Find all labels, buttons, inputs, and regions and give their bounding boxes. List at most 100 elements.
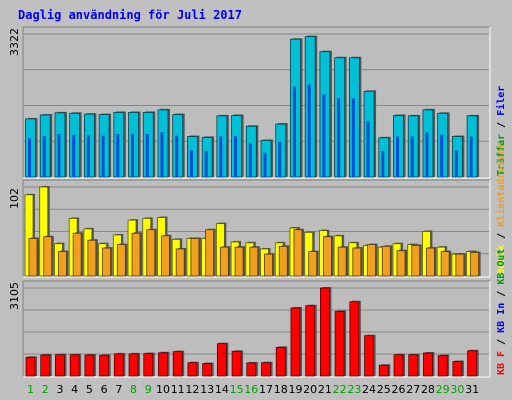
bar-hits-filer-day-30 [454,150,458,177]
bar-hits-filer-day-31 [469,136,473,177]
bar-sites-klientadresser-day-8 [131,232,143,277]
bar-kbytes-kbf-day-13-body [202,363,213,377]
bar-hits-trffar-day-29 [437,112,450,178]
bar-hits-filer-day-1 [28,138,31,177]
panel-hits-ymax-label: 3322 [8,28,21,56]
bar-sites-klientadresser-day-24-body [367,244,376,277]
bar-kbytes-kbf-day-25 [378,364,391,377]
bar-kbytes-kbf-day-4 [69,353,82,377]
bar-sites-klientadresser-day-12-body [190,238,200,277]
bar-kbytes-kbf-day-24-body [364,335,374,377]
bar-kbytes-kbf-day-8-body [128,353,139,377]
bar-kbytes-kbf-day-21 [319,287,332,377]
bar-kbytes-kbf-day-3-body [55,354,65,377]
day-axis-labels: 1 2 3 4 5 6 7 8 9 10 11 12 13 14 15 16 17 18 19 20 21 22 23 24 2… [27,383,479,396]
legend-item: / [496,227,507,245]
bar-sites-klientadresser-day-19 [293,228,304,277]
legend-item: Klientadresser [495,143,507,227]
bar-sites-klientadresser-day-26-body [396,250,406,277]
bar-sites-klientadresser-day-21-body [322,236,332,277]
bar-sites-klientadresser-day-9-body [146,229,156,277]
bar-hits-filer-day-28 [425,132,429,177]
day-label-29: 29 [436,383,450,396]
bar-sites-klientadresser-day-31 [470,251,481,277]
bar-kbytes-kbf-day-18-body [275,346,286,377]
legend-item: / [496,285,507,303]
day-label-22: 22 [333,383,347,396]
bar-kbytes-kbf-day-14-body [216,343,227,377]
day-label-28: 28 [421,383,435,396]
bar-hits-trffar-day-21 [319,50,332,178]
bar-hits-trffar-day-22 [334,56,347,178]
bar-sites-klientadresser-day-10 [161,234,172,277]
day-label-15: 15 [230,383,244,396]
bar-sites-klientadresser-day-16-body [249,246,259,277]
legend-item: KB In [496,303,507,333]
bar-hits-trffar-day-5 [83,113,97,178]
bar-kbytes-kbf-day-21-body [319,287,330,377]
bar-hits-filer-day-18 [278,141,282,177]
bar-hits-trffar-day-28 [422,108,435,178]
bar-sites-klientadresser-day-20 [308,250,319,277]
legend-item: / [496,116,507,134]
bar-sites-klientadresser-day-27 [411,244,422,277]
bar-hits-trffar-day-12 [187,135,200,178]
bar-sites-klientadresser-day-18-body [278,245,288,277]
bar-sites-klientadresser-day-2 [43,235,54,277]
bar-kbytes-kbf-day-1 [25,356,37,377]
bar-sites-klientadresser-day-28-body [426,247,435,277]
bar-hits-filer-day-7 [116,133,120,177]
bar-kbytes-kbf-day-29-body [437,355,448,377]
bar-hits-trffar-day-27 [407,114,421,178]
bar-kbytes-kbf-day-11-body [172,351,183,377]
bar-hits-filer-day-14 [219,136,223,177]
bar-kbytes-kbf-day-24 [364,334,376,377]
day-label-8: 8 [130,383,137,396]
day-label-20: 20 [303,383,317,396]
bar-sites-klientadresser-day-8-body [131,232,141,277]
bar-sites-klientadresser-day-19-body [293,229,303,277]
bar-hits-trffar-day-19 [290,38,303,178]
bar-sites-klientadresser-day-16 [249,246,260,277]
bar-hits-filer-day-25 [381,151,385,177]
legend-item: KB Out [496,249,507,285]
bar-hits-filer-day-11 [175,135,179,177]
bar-sites-klientadresser-day-21 [322,235,334,277]
bar-sites-klientadresser-day-25 [381,245,393,277]
bar-hits-filer-day-27 [410,136,414,177]
bar-hits-filer-day-20 [307,84,311,177]
bar-sites-klientadresser-day-15 [234,246,246,277]
bar-hits-trffar-day-8 [128,111,141,178]
bar-sites-klientadresser-day-26 [396,249,407,277]
bar-sites-klientadresser-day-30 [455,253,466,277]
bar-hits-trffar-day-20 [304,35,318,178]
bar-sites-klientadresser-day-6 [102,247,113,277]
bar-hits-trffar-day-17 [260,139,274,178]
bar-kbytes-kbf-day-31-body [467,350,478,377]
legend-item: / [496,333,507,351]
bar-sites-klientadresser-day-3 [58,250,69,277]
chart-panels: 3322 Träffar / Filer 102 Besök / Klientadre… [8,26,507,378]
bar-sites-klientadresser-day-17-body [264,253,273,277]
bar-sites-klientadresser-day-12 [190,237,201,277]
bar-kbytes-kbf-day-15-body [231,350,242,377]
bar-kbytes-kbf-day-9-body [143,353,154,377]
bar-hits-filer-day-2 [42,136,46,177]
bar-hits-filer-day-15 [234,136,238,177]
bar-hits-filer-day-22 [337,98,341,177]
bar-sites-klientadresser-day-4-body [72,232,82,277]
bar-kbytes-kbf-day-23 [349,300,361,377]
bar-kbytes-kbf-day-11 [172,350,185,377]
day-label-2: 2 [42,383,49,396]
bar-sites-klientadresser-day-7 [116,243,128,277]
bar-sites-klientadresser-day-11 [175,247,187,277]
bar-hits-filer-day-16 [248,143,252,177]
bar-hits-trffar-day-13 [201,136,215,178]
panel-sites-legend: Besök / Klientadresser [495,143,507,275]
bar-sites-klientadresser-day-15-body [234,246,244,277]
bar-kbytes-kbf-day-29 [437,354,450,377]
day-label-14: 14 [215,383,229,396]
day-label-21: 21 [318,383,332,396]
bar-hits-trffar-day-9 [142,111,156,178]
bar-hits-filer-day-6 [101,135,105,177]
